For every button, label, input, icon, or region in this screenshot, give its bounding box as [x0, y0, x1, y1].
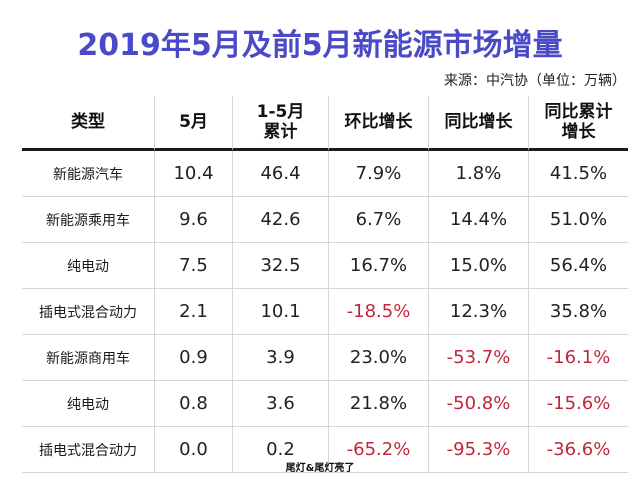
table-cell-type: 纯电动: [22, 243, 154, 289]
header-ytd-line1: 1-5月: [256, 102, 305, 122]
table-cell-ytd-yoy: -36.6%: [528, 427, 628, 473]
header-ytd-yoy-line2: 增长: [561, 122, 596, 142]
table-cell-type: 插电式混合动力: [22, 427, 154, 473]
table-cell-type: 新能源乘用车: [22, 197, 154, 243]
table-cell-ytd: 0.2: [232, 427, 328, 473]
table-cell-ytd: 32.5: [232, 243, 328, 289]
table-cell-yoy: 14.4%: [428, 197, 528, 243]
table-cell-mom: -18.5%: [328, 289, 428, 335]
header-may: 5月: [154, 96, 232, 151]
table-cell-ytd-yoy: 41.5%: [528, 151, 628, 197]
table-cell-yoy: -95.3%: [428, 427, 528, 473]
table-cell-yoy: 15.0%: [428, 243, 528, 289]
header-yoy: 同比增长: [428, 96, 528, 151]
table-cell-mom: -65.2%: [328, 427, 428, 473]
table-cell-may: 9.6: [154, 197, 232, 243]
table-cell-may: 0.8: [154, 381, 232, 427]
table-cell-may: 10.4: [154, 151, 232, 197]
table-cell-may: 7.5: [154, 243, 232, 289]
table-cell-ytd-yoy: -15.6%: [528, 381, 628, 427]
data-table: 类型 5月 1-5月 累计 环比增长 同比增长 同比累计 增长 新能源汽车 10.…: [22, 96, 628, 473]
header-yoy-label: 同比增长: [444, 112, 513, 132]
table-cell-ytd: 42.6: [232, 197, 328, 243]
table-cell-ytd: 46.4: [232, 151, 328, 197]
table-cell-ytd: 3.9: [232, 335, 328, 381]
table-cell-ytd-yoy: 56.4%: [528, 243, 628, 289]
page-title: 2019年5月及前5月新能源市场增量: [77, 28, 563, 63]
table-cell-ytd-yoy: 35.8%: [528, 289, 628, 335]
table-cell-mom: 6.7%: [328, 197, 428, 243]
header-mom: 环比增长: [328, 96, 428, 151]
table-cell-ytd: 10.1: [232, 289, 328, 335]
table-cell-yoy: -50.8%: [428, 381, 528, 427]
table-cell-type: 新能源汽车: [22, 151, 154, 197]
table-cell-mom: 7.9%: [328, 151, 428, 197]
header-type-label: 类型: [71, 112, 105, 132]
table-cell-ytd: 3.6: [232, 381, 328, 427]
header-type: 类型: [22, 96, 154, 151]
table-cell-may: 2.1: [154, 289, 232, 335]
table-cell-yoy: 12.3%: [428, 289, 528, 335]
header-mom-label: 环比增长: [344, 112, 413, 132]
table-cell-may: 0.9: [154, 335, 232, 381]
header-ytd-line2: 累计: [263, 122, 298, 142]
table-cell-type: 纯电动: [22, 381, 154, 427]
table-cell-ytd-yoy: -16.1%: [528, 335, 628, 381]
header-ytd-yoy-line1: 同比累计: [544, 102, 613, 122]
source-note: 来源：中汽协（单位：万辆）: [444, 73, 626, 89]
header-ytd-yoy: 同比累计 增长: [528, 96, 628, 151]
table-cell-mom: 21.8%: [328, 381, 428, 427]
footer-watermark: 尾灯&尾灯亮了: [285, 463, 355, 474]
header-may-label: 5月: [179, 112, 208, 132]
table-cell-ytd-yoy: 51.0%: [528, 197, 628, 243]
header-ytd: 1-5月 累计: [232, 96, 328, 151]
table-cell-yoy: 1.8%: [428, 151, 528, 197]
table-cell-yoy: -53.7%: [428, 335, 528, 381]
table-cell-type: 新能源商用车: [22, 335, 154, 381]
table-cell-mom: 16.7%: [328, 243, 428, 289]
table-cell-type: 插电式混合动力: [22, 289, 154, 335]
table-cell-mom: 23.0%: [328, 335, 428, 381]
table-cell-may: 0.0: [154, 427, 232, 473]
